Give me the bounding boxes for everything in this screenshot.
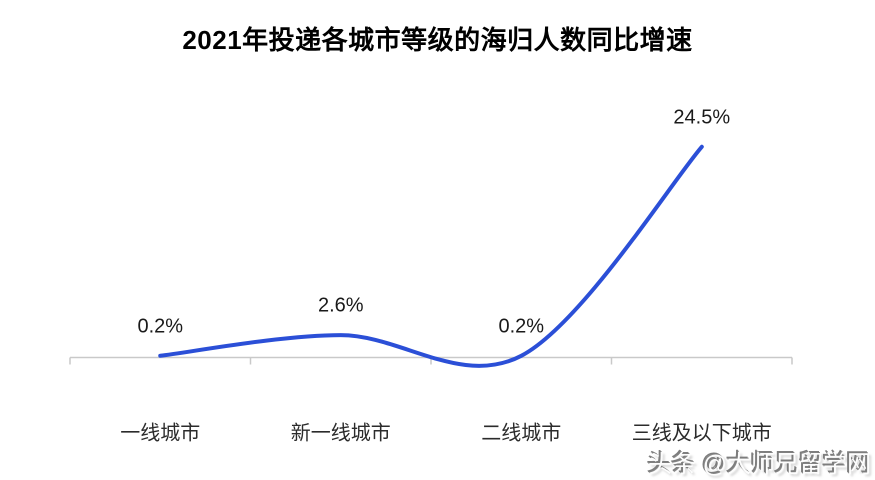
data-label: 2.6% xyxy=(317,294,364,317)
x-axis-label: 二线城市 xyxy=(481,422,562,445)
data-label: 24.5% xyxy=(673,106,731,129)
x-axis-label: 一线城市 xyxy=(120,422,201,445)
watermark: 头条 @大师兄留学网 xyxy=(647,451,871,478)
data-label: 0.2% xyxy=(137,315,184,338)
data-label: 0.2% xyxy=(498,315,545,338)
x-axis-label: 新一线城市 xyxy=(290,422,391,445)
x-axis-label: 三线及以下城市 xyxy=(631,422,772,445)
trend-line xyxy=(158,144,704,368)
chart-title: 2021年投递各城市等级的海归人数同比增速 xyxy=(182,25,693,55)
